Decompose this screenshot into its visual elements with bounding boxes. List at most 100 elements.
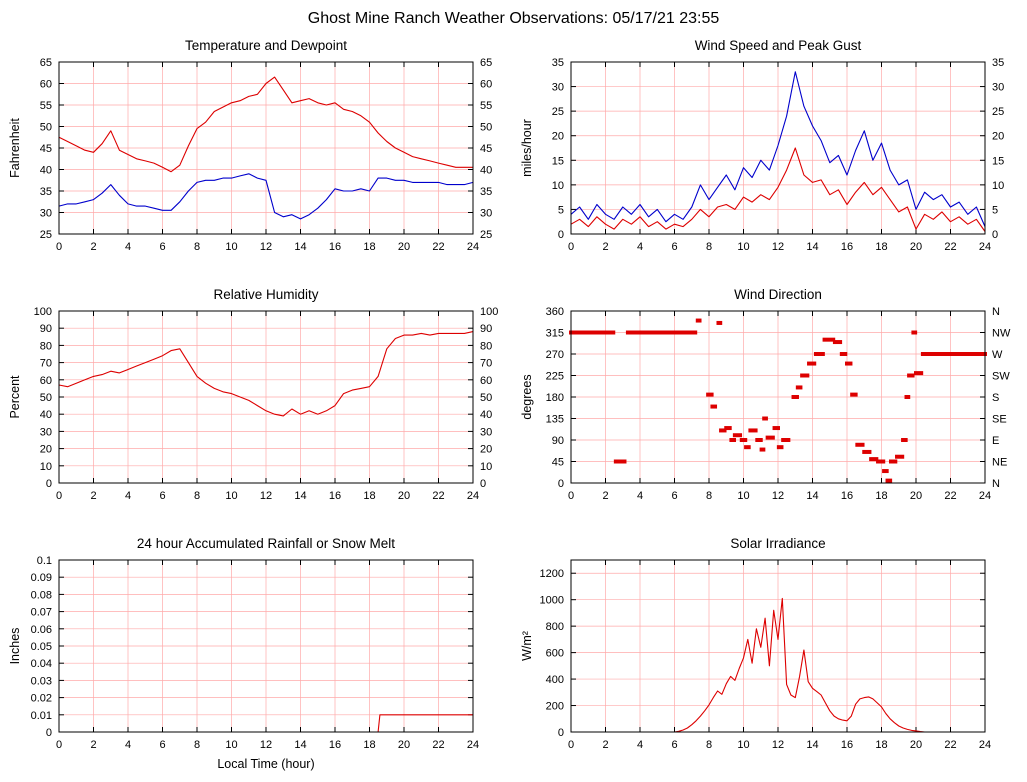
- svg-text:16: 16: [840, 241, 852, 253]
- svg-text:16: 16: [328, 739, 340, 751]
- svg-text:12: 12: [771, 739, 783, 751]
- svg-text:30: 30: [39, 426, 51, 438]
- svg-text:20: 20: [551, 131, 563, 143]
- svg-text:15: 15: [551, 155, 563, 167]
- svg-text:50: 50: [480, 122, 492, 134]
- svg-text:Temperature and Dewpoint: Temperature and Dewpoint: [184, 38, 346, 53]
- svg-text:24: 24: [978, 739, 990, 751]
- svg-text:0: 0: [55, 490, 61, 502]
- solar-irradiance-chart: Solar Irradiance 0 2 4 6 8 10 12 14 16 18 20 22 24 0 20…: [517, 532, 1023, 781]
- svg-text:0.07: 0.07: [30, 607, 51, 619]
- svg-text:12: 12: [771, 241, 783, 253]
- svg-text:12: 12: [259, 490, 271, 502]
- svg-text:30: 30: [992, 82, 1004, 94]
- svg-text:70: 70: [39, 358, 51, 370]
- svg-text:2: 2: [90, 739, 96, 751]
- svg-text:45: 45: [39, 143, 51, 155]
- svg-text:Solar Irradiance: Solar Irradiance: [730, 536, 825, 551]
- svg-text:5: 5: [992, 204, 998, 216]
- svg-text:24 hour Accumulated Rainfall o: 24 hour Accumulated Rainfall or Snow Mel…: [136, 536, 394, 551]
- svg-text:25: 25: [39, 229, 51, 241]
- svg-text:70: 70: [480, 358, 492, 370]
- svg-text:40: 40: [480, 165, 492, 177]
- wind-speed-gust-chart: Wind Speed and Peak Gust 0 2 4 6 8 10 12 14 16 18 2…: [517, 34, 1023, 283]
- svg-text:12: 12: [771, 490, 783, 502]
- svg-text:12: 12: [259, 241, 271, 253]
- svg-text:2: 2: [90, 490, 96, 502]
- svg-text:20: 20: [992, 131, 1004, 143]
- svg-text:0.05: 0.05: [30, 641, 51, 653]
- svg-text:90: 90: [551, 435, 563, 447]
- svg-text:22: 22: [944, 490, 956, 502]
- svg-text:W: W: [992, 349, 1003, 361]
- svg-text:45: 45: [551, 457, 563, 469]
- svg-text:60: 60: [480, 375, 492, 387]
- svg-text:6: 6: [159, 490, 165, 502]
- svg-text:8: 8: [193, 739, 199, 751]
- svg-text:2: 2: [602, 241, 608, 253]
- svg-text:10: 10: [225, 241, 237, 253]
- svg-text:2: 2: [90, 241, 96, 253]
- svg-text:degrees: degrees: [520, 374, 534, 419]
- svg-text:40: 40: [39, 165, 51, 177]
- svg-text:10: 10: [737, 241, 749, 253]
- svg-text:8: 8: [705, 739, 711, 751]
- svg-text:15: 15: [992, 155, 1004, 167]
- svg-text:25: 25: [551, 106, 563, 118]
- svg-text:22: 22: [432, 490, 444, 502]
- svg-text:14: 14: [806, 490, 818, 502]
- svg-text:0.08: 0.08: [30, 589, 51, 601]
- svg-text:360: 360: [545, 306, 563, 318]
- svg-text:0.01: 0.01: [30, 710, 51, 722]
- svg-text:Local Time (hour): Local Time (hour): [217, 757, 314, 771]
- svg-text:35: 35: [992, 57, 1004, 69]
- svg-text:4: 4: [124, 739, 130, 751]
- svg-text:20: 20: [39, 444, 51, 456]
- svg-text:35: 35: [551, 57, 563, 69]
- svg-text:SW: SW: [992, 371, 1010, 383]
- svg-text:1000: 1000: [539, 595, 563, 607]
- svg-text:2: 2: [602, 739, 608, 751]
- svg-text:55: 55: [480, 100, 492, 112]
- relative-humidity-chart: Relative Humidity 0 2 4 6 8 10 12 14 16 18 20 22 24 0 0…: [5, 283, 511, 532]
- svg-text:20: 20: [397, 739, 409, 751]
- svg-text:25: 25: [480, 229, 492, 241]
- svg-text:225: 225: [545, 371, 563, 383]
- svg-text:6: 6: [159, 241, 165, 253]
- temperature-dewpoint-chart: Temperature and Dewpoint 0 2 4 6 8 10 12 14 16 18 2…: [5, 34, 511, 283]
- svg-text:20: 20: [909, 241, 921, 253]
- svg-text:24: 24: [978, 490, 990, 502]
- svg-text:8: 8: [705, 490, 711, 502]
- svg-text:0: 0: [567, 739, 573, 751]
- svg-text:600: 600: [545, 648, 563, 660]
- svg-text:200: 200: [545, 701, 563, 713]
- svg-text:0: 0: [557, 229, 563, 241]
- svg-text:0.1: 0.1: [36, 555, 51, 567]
- svg-text:10: 10: [225, 739, 237, 751]
- svg-text:80: 80: [39, 340, 51, 352]
- svg-text:135: 135: [545, 414, 563, 426]
- svg-text:0: 0: [557, 478, 563, 490]
- svg-text:14: 14: [294, 739, 306, 751]
- svg-text:315: 315: [545, 328, 563, 340]
- svg-text:30: 30: [480, 208, 492, 220]
- svg-text:0.02: 0.02: [30, 693, 51, 705]
- svg-text:10: 10: [225, 490, 237, 502]
- page-title: Ghost Mine Ranch Weather Observations: 0…: [307, 10, 720, 27]
- svg-text:30: 30: [551, 82, 563, 94]
- svg-text:6: 6: [159, 739, 165, 751]
- svg-text:0: 0: [992, 229, 998, 241]
- svg-text:50: 50: [39, 392, 51, 404]
- svg-text:24: 24: [466, 490, 478, 502]
- svg-text:50: 50: [480, 392, 492, 404]
- svg-text:2: 2: [602, 490, 608, 502]
- svg-text:100: 100: [480, 306, 498, 318]
- svg-text:18: 18: [875, 490, 887, 502]
- svg-text:6: 6: [671, 241, 677, 253]
- svg-text:16: 16: [840, 490, 852, 502]
- svg-text:22: 22: [944, 739, 956, 751]
- svg-text:400: 400: [545, 674, 563, 686]
- svg-text:8: 8: [193, 490, 199, 502]
